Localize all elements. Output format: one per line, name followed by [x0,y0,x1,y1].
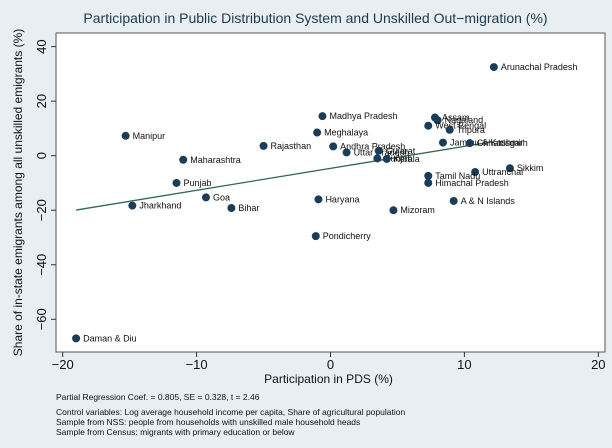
x-tick-label: −10 [186,357,208,372]
y-axis-title: Share of in-state emigrants among all un… [11,29,25,356]
data-point [449,196,458,205]
point-label: Bihar [238,203,259,213]
data-point [227,204,236,213]
data-point [342,148,351,157]
scatter-chart: Participation in Public Distribution Sys… [11,10,606,386]
data-point [72,334,81,343]
data-point [128,201,137,210]
y-tick-label: −40 [34,254,49,276]
x-tick-label: 0 [327,357,334,372]
data-point [445,125,454,134]
point-label: Madhya Pradesh [329,111,397,121]
regression-coefficient-note: Partial Regression Coef. = 0.805, SE = 0… [56,392,260,402]
data-point [313,128,322,137]
point-label: Nagaland [445,115,484,125]
data-point [121,131,130,140]
data-point [172,178,181,187]
census-sample-note: Sample from Census: migrants with primar… [56,427,295,437]
point-label: Himachal Pradesh [435,178,509,188]
y-tick-label: 20 [34,94,49,108]
data-point [374,146,383,155]
data-point [424,171,433,180]
data-point [489,63,498,72]
point-label: Daman & Diu [83,333,137,343]
point-label: Kerala [394,154,420,164]
point-label: Uttranchal [482,167,523,177]
data-point [433,116,442,125]
x-tick-label: −20 [52,357,74,372]
point-label: Rajasthan [271,141,312,151]
x-tick-label: 20 [591,357,605,372]
point-label: Mizoram [400,205,435,215]
point-label: Haryana [325,194,359,204]
data-point [179,155,188,164]
x-axis-title: Participation in PDS (%) [264,372,393,386]
data-point [438,138,447,147]
point-label: Arunachal Pradesh [501,62,578,72]
point-label: Jammu & Kashmir [450,138,524,148]
control-variables-note: Control variables: Log average household… [56,407,406,417]
y-tick-label: 40 [34,39,49,53]
point-label: A & N Islands [461,196,516,206]
points-group: Arunachal Pradesh Madhya Pradesh AssamNaga… [72,62,577,343]
point-label: Assam [442,113,470,123]
fit-line [75,141,492,211]
data-point [314,195,323,204]
point-label: Tripura [457,125,485,135]
point-label: Chhattisgarh [477,138,528,148]
data-point [505,164,514,173]
data-point [382,154,391,163]
point-label: Sikkim [517,163,544,173]
y-tick-label: −20 [34,199,49,221]
data-point [389,206,398,215]
point-label: West Bengal [435,121,486,131]
data-point [471,168,480,177]
data-point [373,154,382,163]
point-label: Maharashtra [190,155,241,165]
axes: −20 −10 0 10 20 40 20 0 −20 −40 −60 [34,39,606,372]
point-label: Gujarat [386,146,416,156]
chart-title: Participation in Public Distribution Sys… [83,10,547,26]
point-label: Pondicherry [323,231,372,241]
data-point [311,232,320,241]
point-label: Goa [213,192,230,202]
y-tick-label: −60 [34,308,49,330]
fit-line-group [75,141,492,211]
point-label: Andhra Pradesh [340,141,405,151]
data-point [329,142,338,151]
point-label: Punjab [384,153,412,163]
point-label: Tamil Nadu [435,171,480,181]
point-label: Manipur [133,131,166,141]
data-point [465,139,474,148]
data-point [259,141,268,150]
data-point [201,193,210,202]
point-label: Jharkhand [139,201,181,211]
x-tick-label: 10 [457,357,471,372]
point-label: Punjab [184,178,212,188]
regression-notes: Partial Regression Coef. = 0.805, SE = 0… [56,392,405,437]
nss-sample-note: Sample from NSS: people from households … [56,417,361,427]
y-tick-label: 0 [34,152,49,159]
plot-area [55,32,606,353]
data-point [318,112,327,121]
point-label: Meghalaya [324,128,368,138]
data-point [424,178,433,187]
data-point [424,121,433,130]
